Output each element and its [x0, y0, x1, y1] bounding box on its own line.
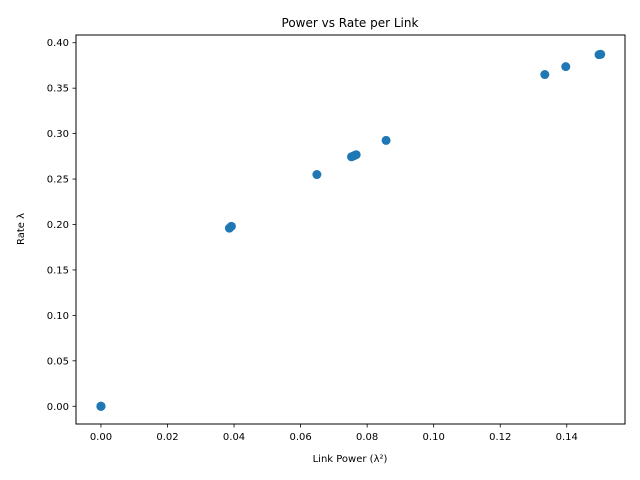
x-tick-label: 0.08 [356, 432, 378, 443]
y-tick-label: 0.25 [47, 175, 69, 186]
data-point [96, 401, 106, 411]
y-tick-label: 0.35 [47, 84, 69, 95]
data-point [596, 49, 606, 59]
data-points [96, 49, 606, 411]
x-tick-label: 0.06 [289, 432, 311, 443]
y-axis-ticks: 0.00 0.05 0.10 0.15 0.20 0.25 0.30 0.35 0.40 [47, 38, 76, 413]
y-tick-label: 0.20 [47, 220, 69, 231]
x-tick-label: 0.10 [423, 432, 445, 443]
y-tick-label: 0.15 [47, 265, 69, 276]
y-tick-label: 0.10 [47, 311, 69, 322]
y-tick-label: 0.40 [47, 38, 69, 49]
x-tick-label: 0.00 [90, 432, 112, 443]
x-tick-label: 0.12 [489, 432, 511, 443]
y-tick-label: 0.05 [47, 356, 69, 367]
x-tick-label: 0.02 [156, 432, 178, 443]
x-tick-label: 0.04 [223, 432, 245, 443]
plot-frame [75, 34, 626, 425]
x-axis-ticks: 0.00 0.02 0.04 0.06 0.08 0.10 0.12 0.14 [90, 424, 578, 443]
data-point [381, 135, 391, 145]
y-axis-label: Rate λ [16, 213, 27, 245]
data-point [312, 170, 322, 180]
chart-title: Power vs Rate per Link [282, 16, 419, 30]
x-tick-label: 0.14 [556, 432, 578, 443]
y-tick-label: 0.00 [47, 402, 69, 413]
data-point [540, 70, 550, 80]
y-tick-label: 0.30 [47, 129, 69, 140]
data-point [351, 150, 361, 160]
x-axis-label: Link Power (λ²) [313, 454, 388, 465]
data-point [226, 221, 236, 231]
data-point [561, 62, 571, 72]
